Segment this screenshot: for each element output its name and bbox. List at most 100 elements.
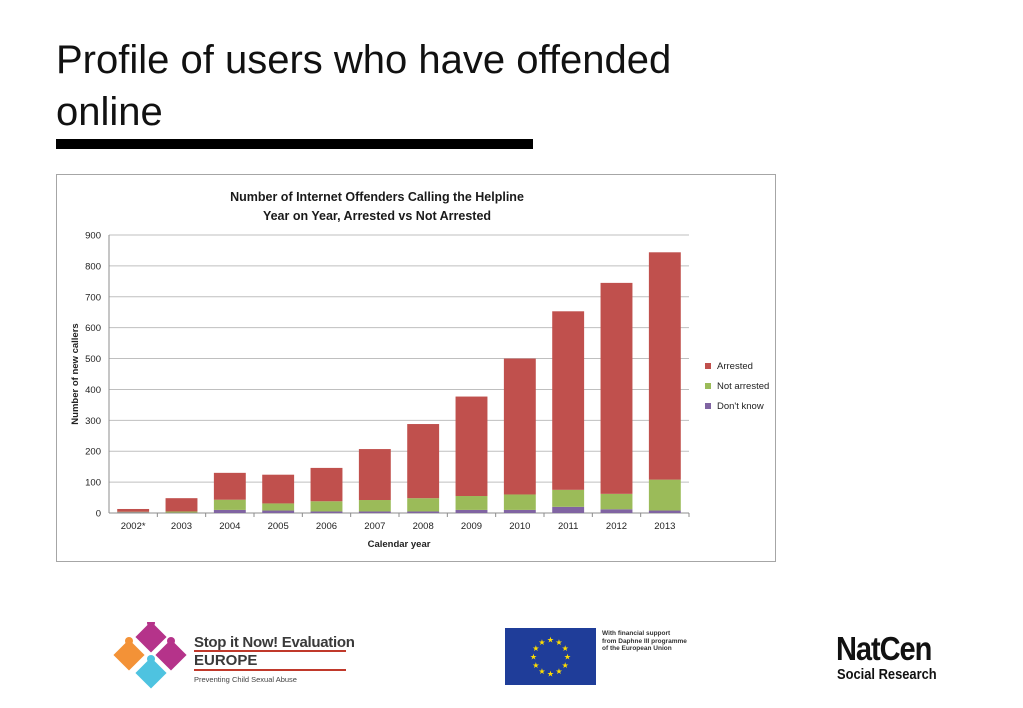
- bar-segment-arrested-2010: [503, 358, 536, 495]
- eu-funding-text: With financial support from Daphne III p…: [602, 630, 687, 653]
- y-tick-label: 100: [85, 478, 101, 489]
- stop-it-now-rule-2: [194, 669, 346, 671]
- eu-star-icon: ★: [547, 636, 554, 645]
- stop-it-now-rule: [194, 650, 346, 652]
- x-tick-label: 2012: [606, 521, 627, 532]
- bar-segment-arrested-2004: [213, 472, 246, 500]
- puzzle-piece-orange-knob: [125, 637, 133, 645]
- y-tick-label: 900: [85, 231, 101, 242]
- bar-segment-don-t-know-2010: [503, 509, 536, 513]
- slide-title: Profile of users who have offended onlin…: [56, 38, 672, 134]
- y-tick-label: 0: [96, 509, 101, 520]
- legend-swatch-not-arrested: [705, 383, 711, 389]
- y-tick-label: 500: [85, 354, 101, 365]
- bar-segment-don-t-know-2007: [358, 511, 391, 513]
- puzzle-piece-magenta-2-knob: [167, 637, 175, 645]
- x-tick-label: 2007: [364, 521, 385, 532]
- bar-segment-arrested-2012: [600, 282, 633, 494]
- bar-segment-not-arrested-2010: [503, 494, 536, 510]
- x-tick-label: 2008: [413, 521, 434, 532]
- y-tick-label: 200: [85, 447, 101, 458]
- chart-title-line-2: Year on Year, Arrested vs Not Arrested: [263, 209, 491, 223]
- eu-flag-icon: ★ ★ ★ ★ ★ ★ ★ ★ ★ ★ ★ ★: [505, 628, 596, 685]
- x-tick-label: 2006: [316, 521, 337, 532]
- bar-segment-not-arrested-2002: [117, 511, 150, 513]
- eu-text-line-1: With financial support: [602, 630, 671, 637]
- stop-it-now-logo: Stop it Now! Evaluation EUROPE Preventin…: [113, 622, 355, 692]
- bar-segment-don-t-know-2002: [117, 512, 150, 513]
- eu-star-icon: ★: [532, 661, 539, 670]
- x-tick-label: 2003: [171, 521, 192, 532]
- eu-star-icon: ★: [538, 667, 545, 676]
- puzzle-piece-cyan-knob: [147, 655, 155, 663]
- bar-segment-don-t-know-2013: [648, 510, 681, 513]
- eu-star-icon: ★: [532, 644, 539, 653]
- legend-label-arrested: Arrested: [717, 361, 753, 372]
- bar-segment-don-t-know-2004: [213, 509, 246, 513]
- legend-swatch-don-t-know: [705, 403, 711, 409]
- bar-segment-not-arrested-2013: [648, 479, 681, 511]
- bar-segment-not-arrested-2008: [407, 498, 440, 512]
- bar-segment-arrested-2005: [262, 474, 295, 504]
- legend-label-don-t-know: Don't know: [717, 401, 764, 412]
- bar-segment-not-arrested-2007: [358, 500, 391, 512]
- eu-star-icon: ★: [562, 661, 569, 670]
- bar-segment-not-arrested-2009: [455, 496, 488, 510]
- stop-it-now-subtitle: EUROPE: [194, 652, 258, 669]
- x-tick-label: 2011: [558, 521, 578, 532]
- bar-segment-don-t-know-2012: [600, 509, 633, 513]
- bar-segment-arrested-2007: [358, 449, 391, 501]
- stop-it-now-tagline: Preventing Child Sexual Abuse: [194, 675, 297, 684]
- bar-segment-don-t-know-2006: [310, 511, 343, 513]
- bar-segment-don-t-know-2009: [455, 509, 488, 513]
- natcen-wordmark: NatCen: [836, 630, 932, 667]
- legend-label-not-arrested: Not arrested: [717, 381, 769, 392]
- puzzle-piece-magenta-knob: [147, 622, 155, 627]
- bar-segment-don-t-know-2005: [262, 510, 295, 513]
- y-axis-label: Number of new callers: [70, 323, 81, 424]
- bar-segment-don-t-know-2008: [407, 511, 440, 513]
- legend-swatch-arrested: [705, 363, 711, 369]
- bar-segment-not-arrested-2012: [600, 493, 633, 510]
- x-tick-label: 2004: [219, 521, 240, 532]
- eu-star-icon: ★: [530, 653, 537, 662]
- eu-text-line-2: from Daphne III programme: [602, 637, 687, 645]
- eu-star-icon: ★: [564, 653, 571, 662]
- eu-star-icon: ★: [547, 670, 554, 679]
- natcen-subtitle: Social Research: [837, 666, 937, 683]
- stop-it-now-title: Stop it Now! Evaluation: [194, 634, 355, 651]
- bar-segment-arrested-2013: [648, 252, 681, 480]
- stop-it-now-puzzle-icon: [113, 622, 187, 689]
- eu-text-line-3: of the European Union: [602, 645, 672, 652]
- bar-segment-arrested-2008: [407, 424, 440, 499]
- x-tick-label: 2005: [268, 521, 289, 532]
- y-tick-label: 400: [85, 385, 101, 396]
- stacked-bar-chart: Number of Internet Offenders Calling the…: [70, 190, 769, 550]
- bar-segment-not-arrested-2004: [213, 499, 246, 510]
- bar-segment-arrested-2002: [117, 508, 150, 512]
- natcen-logo: NatCen Social Research: [836, 632, 961, 688]
- eu-star-icon: ★: [562, 644, 569, 653]
- bar-segment-not-arrested-2006: [310, 501, 343, 512]
- eu-star-icon: ★: [555, 667, 562, 676]
- bar-segment-don-t-know-2011: [552, 506, 585, 513]
- eu-star-icon: ★: [538, 638, 545, 647]
- y-tick-label: 700: [85, 292, 101, 303]
- x-tick-label: 2010: [509, 521, 530, 532]
- title-underline: [56, 139, 533, 149]
- y-tick-label: 600: [85, 323, 101, 334]
- eu-funding-logo: ★ ★ ★ ★ ★ ★ ★ ★ ★ ★ ★ ★ With financial support from…: [505, 628, 705, 688]
- bar-segment-arrested-2003: [165, 498, 198, 512]
- bar-segment-not-arrested-2011: [552, 489, 585, 507]
- y-tick-label: 300: [85, 416, 101, 427]
- bar-segment-arrested-2006: [310, 467, 343, 502]
- bar-segment-not-arrested-2005: [262, 503, 295, 511]
- x-axis-label: Calendar year: [368, 539, 431, 550]
- x-tick-label: 2002*: [121, 521, 146, 532]
- chart-frame: Number of Internet Offenders Calling the…: [56, 174, 776, 562]
- eu-star-icon: ★: [555, 638, 562, 647]
- x-tick-label: 2013: [654, 521, 675, 532]
- bar-segment-not-arrested-2003: [165, 511, 198, 513]
- bar-segment-arrested-2009: [455, 396, 488, 497]
- chart-title-line-1: Number of Internet Offenders Calling the…: [230, 190, 524, 204]
